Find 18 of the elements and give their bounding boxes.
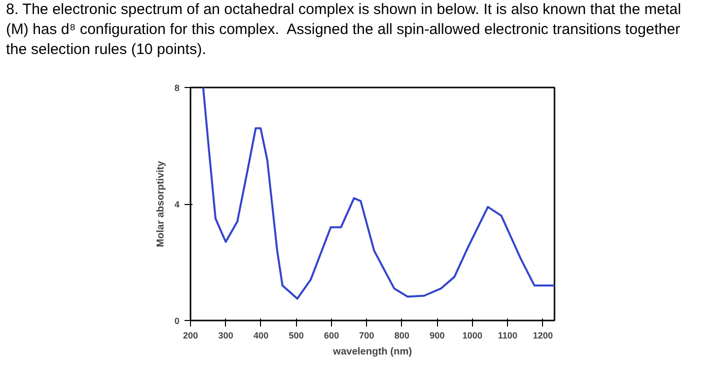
x-tick-label: 900 bbox=[430, 330, 445, 340]
line-series bbox=[202, 88, 554, 300]
x-tick-label: 200 bbox=[182, 330, 198, 340]
x-tick-label: 700 bbox=[359, 330, 374, 340]
x-tick-label: 1000 bbox=[462, 330, 482, 340]
x-axis-title: wavelength (nm) bbox=[332, 346, 412, 358]
y-tick-label: 0 bbox=[174, 316, 180, 326]
y-axis-title: Molar absorptivity bbox=[155, 160, 166, 248]
x-tick-label: 600 bbox=[324, 330, 339, 340]
x-tick-label: 800 bbox=[394, 330, 410, 340]
y-tick-label: 4 bbox=[174, 200, 180, 210]
chart-title: 8. The electronic spectrum of an octahedral complex is shown in below. It is also known that the metal (M) has d⁸ configuration for this complex. Assigned the all spin-allowed electronic transitions together the selection rules (10 points). bbox=[6, 0, 682, 60]
x-tick-label: 300 bbox=[218, 330, 234, 340]
x-tick-label: 500 bbox=[288, 330, 304, 340]
x-tick-label: 1200 bbox=[532, 330, 553, 340]
y-tick-label: 8 bbox=[174, 83, 180, 93]
x-tick-label: 1100 bbox=[498, 330, 518, 340]
x-tick-label: 400 bbox=[253, 330, 268, 340]
